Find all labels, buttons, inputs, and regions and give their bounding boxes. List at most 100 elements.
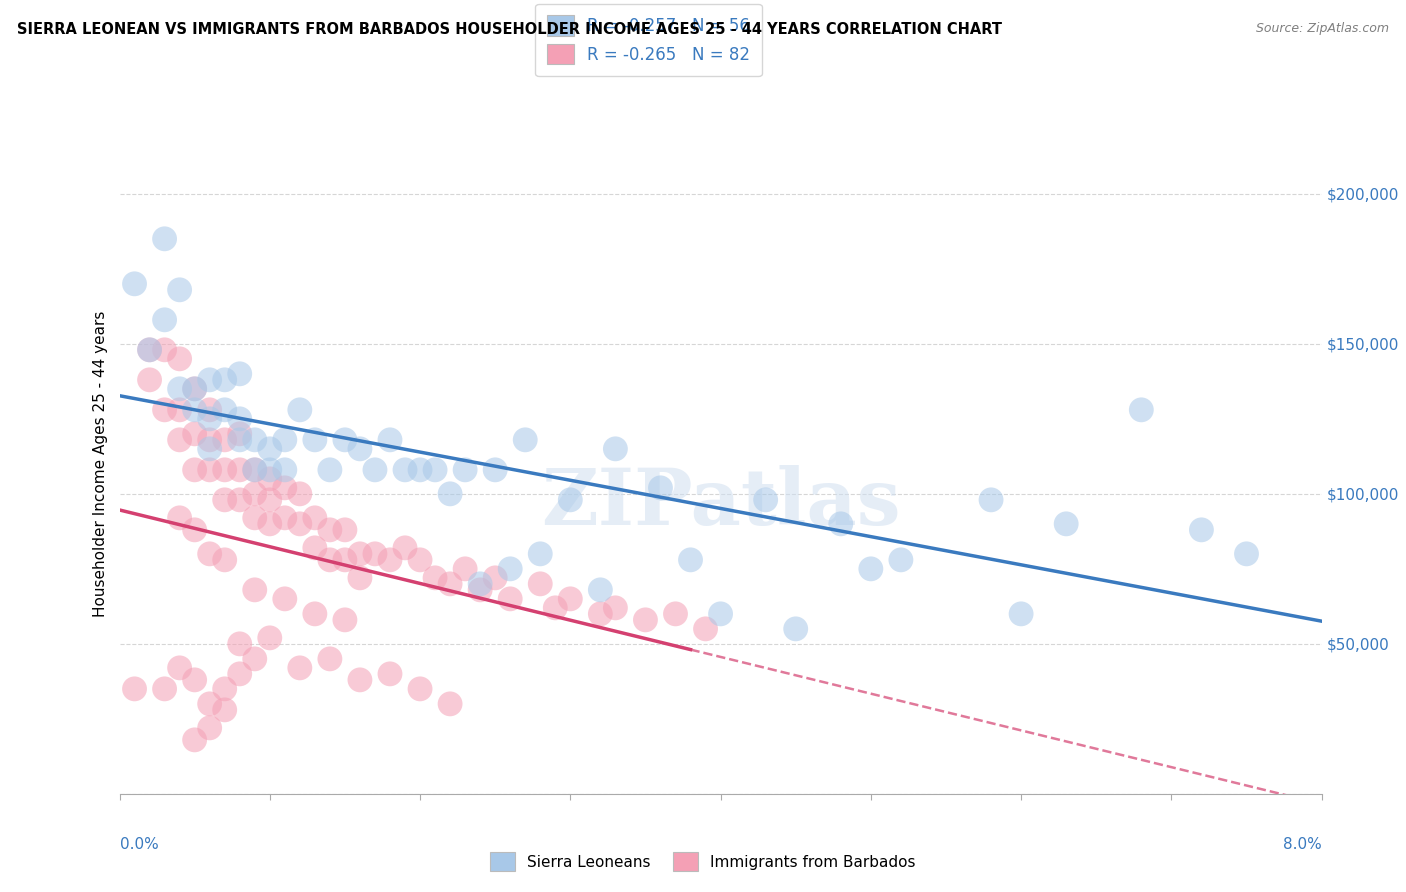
- Point: [214, 553, 236, 567]
- Point: [214, 433, 236, 447]
- Point: [198, 433, 221, 447]
- Point: [183, 523, 205, 537]
- Point: [214, 492, 236, 507]
- Point: [228, 367, 252, 381]
- Point: [890, 553, 912, 567]
- Point: [153, 343, 176, 357]
- Point: [198, 721, 221, 735]
- Point: [243, 463, 266, 477]
- Point: [214, 703, 236, 717]
- Point: [409, 553, 432, 567]
- Point: [153, 402, 176, 417]
- Point: [394, 541, 416, 555]
- Point: [560, 591, 582, 606]
- Point: [319, 652, 342, 666]
- Point: [243, 487, 266, 501]
- Point: [560, 492, 582, 507]
- Point: [183, 673, 205, 687]
- Point: [499, 591, 522, 606]
- Point: [785, 622, 807, 636]
- Point: [243, 433, 266, 447]
- Point: [650, 481, 672, 495]
- Legend: R = -0.257   N = 56, R = -0.265   N = 82: R = -0.257 N = 56, R = -0.265 N = 82: [536, 4, 762, 76]
- Point: [288, 402, 311, 417]
- Point: [214, 402, 236, 417]
- Point: [138, 373, 160, 387]
- Point: [394, 463, 416, 477]
- Point: [304, 607, 326, 621]
- Point: [544, 600, 567, 615]
- Point: [259, 442, 281, 456]
- Point: [349, 442, 371, 456]
- Point: [499, 562, 522, 576]
- Point: [274, 591, 297, 606]
- Point: [243, 652, 266, 666]
- Point: [333, 523, 356, 537]
- Point: [243, 582, 266, 597]
- Point: [153, 681, 176, 696]
- Point: [605, 442, 627, 456]
- Point: [183, 463, 205, 477]
- Point: [679, 553, 702, 567]
- Point: [468, 577, 492, 591]
- Point: [138, 343, 160, 357]
- Point: [304, 541, 326, 555]
- Point: [169, 382, 191, 396]
- Point: [319, 523, 342, 537]
- Legend: Sierra Leoneans, Immigrants from Barbados: Sierra Leoneans, Immigrants from Barbado…: [484, 847, 922, 877]
- Point: [169, 433, 191, 447]
- Point: [198, 373, 221, 387]
- Point: [198, 547, 221, 561]
- Point: [439, 697, 461, 711]
- Point: [274, 511, 297, 525]
- Point: [304, 511, 326, 525]
- Point: [529, 547, 551, 561]
- Point: [364, 463, 387, 477]
- Point: [364, 547, 387, 561]
- Point: [333, 613, 356, 627]
- Point: [274, 433, 297, 447]
- Point: [259, 472, 281, 486]
- Text: 8.0%: 8.0%: [1282, 837, 1322, 852]
- Point: [169, 351, 191, 366]
- Point: [214, 681, 236, 696]
- Point: [423, 463, 446, 477]
- Point: [484, 571, 506, 585]
- Point: [183, 402, 205, 417]
- Point: [409, 463, 432, 477]
- Point: [454, 463, 477, 477]
- Point: [259, 463, 281, 477]
- Point: [484, 463, 506, 477]
- Point: [198, 697, 221, 711]
- Point: [709, 607, 731, 621]
- Point: [439, 487, 461, 501]
- Point: [468, 582, 492, 597]
- Point: [634, 613, 657, 627]
- Point: [183, 382, 205, 396]
- Point: [259, 492, 281, 507]
- Text: SIERRA LEONEAN VS IMMIGRANTS FROM BARBADOS HOUSEHOLDER INCOME AGES 25 - 44 YEARS: SIERRA LEONEAN VS IMMIGRANTS FROM BARBAD…: [17, 22, 1002, 37]
- Point: [454, 562, 477, 576]
- Point: [589, 582, 612, 597]
- Point: [529, 577, 551, 591]
- Point: [605, 600, 627, 615]
- Point: [198, 412, 221, 426]
- Point: [859, 562, 882, 576]
- Text: ZIPatlas: ZIPatlas: [541, 466, 900, 541]
- Text: 0.0%: 0.0%: [120, 837, 159, 852]
- Point: [228, 666, 252, 681]
- Point: [1010, 607, 1032, 621]
- Point: [169, 283, 191, 297]
- Y-axis label: Householder Income Ages 25 - 44 years: Householder Income Ages 25 - 44 years: [93, 310, 108, 617]
- Point: [304, 433, 326, 447]
- Point: [319, 463, 342, 477]
- Point: [409, 681, 432, 696]
- Point: [274, 463, 297, 477]
- Point: [169, 511, 191, 525]
- Point: [259, 516, 281, 531]
- Point: [695, 622, 717, 636]
- Point: [980, 492, 1002, 507]
- Point: [228, 426, 252, 441]
- Point: [243, 511, 266, 525]
- Point: [755, 492, 778, 507]
